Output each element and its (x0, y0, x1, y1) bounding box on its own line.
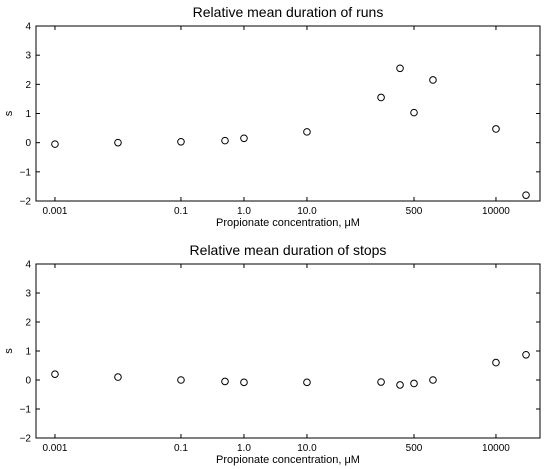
x-tick-label: 10.0 (297, 206, 317, 217)
data-point-runs (51, 140, 59, 148)
data-point-stops (51, 370, 59, 379)
chart-title-stops: Relative mean duration of stops (190, 242, 387, 258)
x-tick-label: 500 (406, 443, 423, 454)
plot-frame-runs (35, 25, 541, 202)
data-point-stops (396, 381, 404, 389)
data-point-runs (429, 76, 437, 84)
data-point-runs (303, 128, 311, 136)
data-point-runs (177, 137, 185, 146)
data-point-stops (522, 350, 530, 359)
y-tick-label: 0 (25, 376, 31, 387)
y-tick-label: 2 (25, 80, 31, 91)
y-tick-label: 4 (25, 260, 31, 271)
data-point-runs (377, 93, 385, 102)
x-tick-label: 1.0 (237, 206, 251, 217)
x-axis-label-runs: Propionate concentration, μM (216, 217, 360, 229)
y-axis-label-runs: s (3, 110, 15, 116)
data-point-stops (377, 378, 385, 386)
plot-frame-stops (35, 263, 541, 439)
x-tick-label: 1.0 (237, 443, 251, 454)
data-point-stops (114, 373, 122, 381)
y-tick-label: 3 (25, 51, 31, 62)
data-point-runs (492, 125, 500, 133)
x-tick-label: 10.0 (297, 443, 317, 454)
x-tick-label: 10000 (482, 443, 510, 454)
y-tick-label: −1 (20, 405, 32, 416)
x-tick-label: 0.1 (174, 443, 188, 454)
data-point-stops (303, 378, 311, 387)
data-point-runs (240, 134, 248, 143)
x-tick-label: 0.001 (42, 206, 67, 217)
y-tick-label: −2 (20, 197, 32, 208)
y-tick-label: 1 (25, 109, 31, 120)
y-tick-label: 0 (25, 138, 31, 149)
data-point-stops (429, 376, 437, 384)
y-tick-label: −2 (20, 434, 32, 445)
x-tick-label: 10000 (482, 206, 510, 217)
data-point-runs (410, 108, 418, 117)
data-point-stops (410, 379, 418, 388)
y-tick-label: 1 (25, 347, 31, 358)
y-axis-label-stops: s (3, 348, 15, 354)
x-tick-label: 500 (406, 206, 423, 217)
x-tick-label: 0.001 (42, 443, 67, 454)
x-tick-label: 0.1 (174, 206, 188, 217)
data-point-stops (492, 358, 500, 367)
y-tick-label: 4 (25, 22, 31, 33)
data-point-stops (177, 376, 185, 384)
y-tick-label: −1 (20, 167, 32, 178)
x-axis-label-stops: Propionate concentration, μM (216, 454, 360, 466)
chart-title-runs: Relative mean duration of runs (193, 4, 384, 20)
y-tick-label: 2 (25, 318, 31, 329)
data-point-runs (221, 136, 229, 145)
data-point-runs (114, 138, 122, 147)
y-tick-label: 3 (25, 289, 31, 300)
data-point-runs (396, 64, 404, 73)
data-point-runs (522, 191, 530, 199)
data-point-stops (240, 378, 248, 387)
data-point-stops (221, 377, 229, 386)
